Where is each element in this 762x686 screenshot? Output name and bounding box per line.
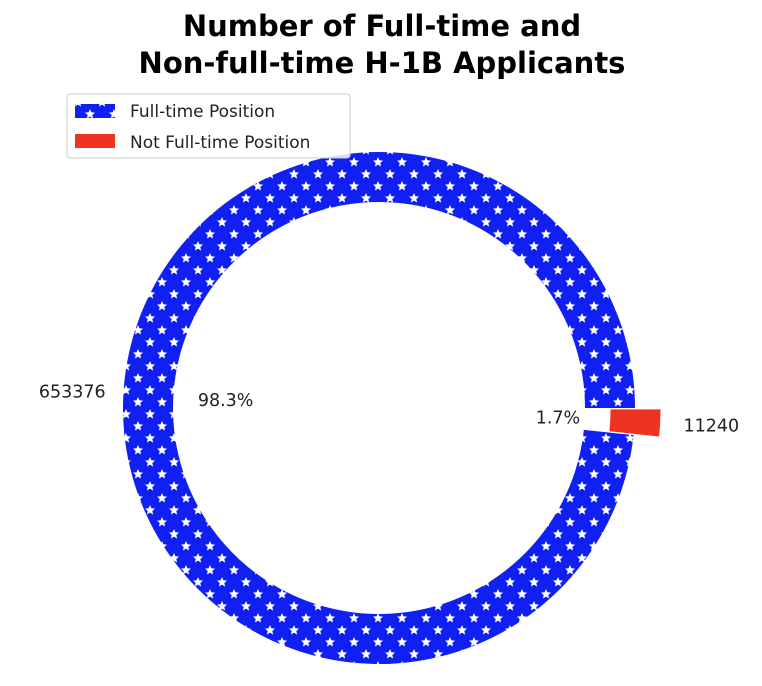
legend-swatch-not-full-time [75,134,115,148]
legend: Full-time Position Not Full-time Positio… [66,93,351,159]
value-label-full-time: 653376 [39,383,106,403]
slice-not-full-time [609,409,661,437]
percent-label-full-time: 98.3% [198,391,254,411]
legend-swatch-full-time [75,104,115,118]
chart-title-line-1: Number of Full-time and [183,9,581,43]
value-label-not-full-time: 11240 [683,417,739,437]
donut-slices [123,151,661,664]
donut-labels: 653376 98.3% 11240 1.7% [39,383,739,437]
percent-label-not-full-time: 1.7% [536,409,580,429]
legend-label-full-time: Full-time Position [130,102,275,122]
chart-title-line-2: Non-full-time H-1B Applicants [139,46,626,80]
legend-frame [66,93,351,159]
legend-label-not-full-time: Not Full-time Position [130,133,310,153]
